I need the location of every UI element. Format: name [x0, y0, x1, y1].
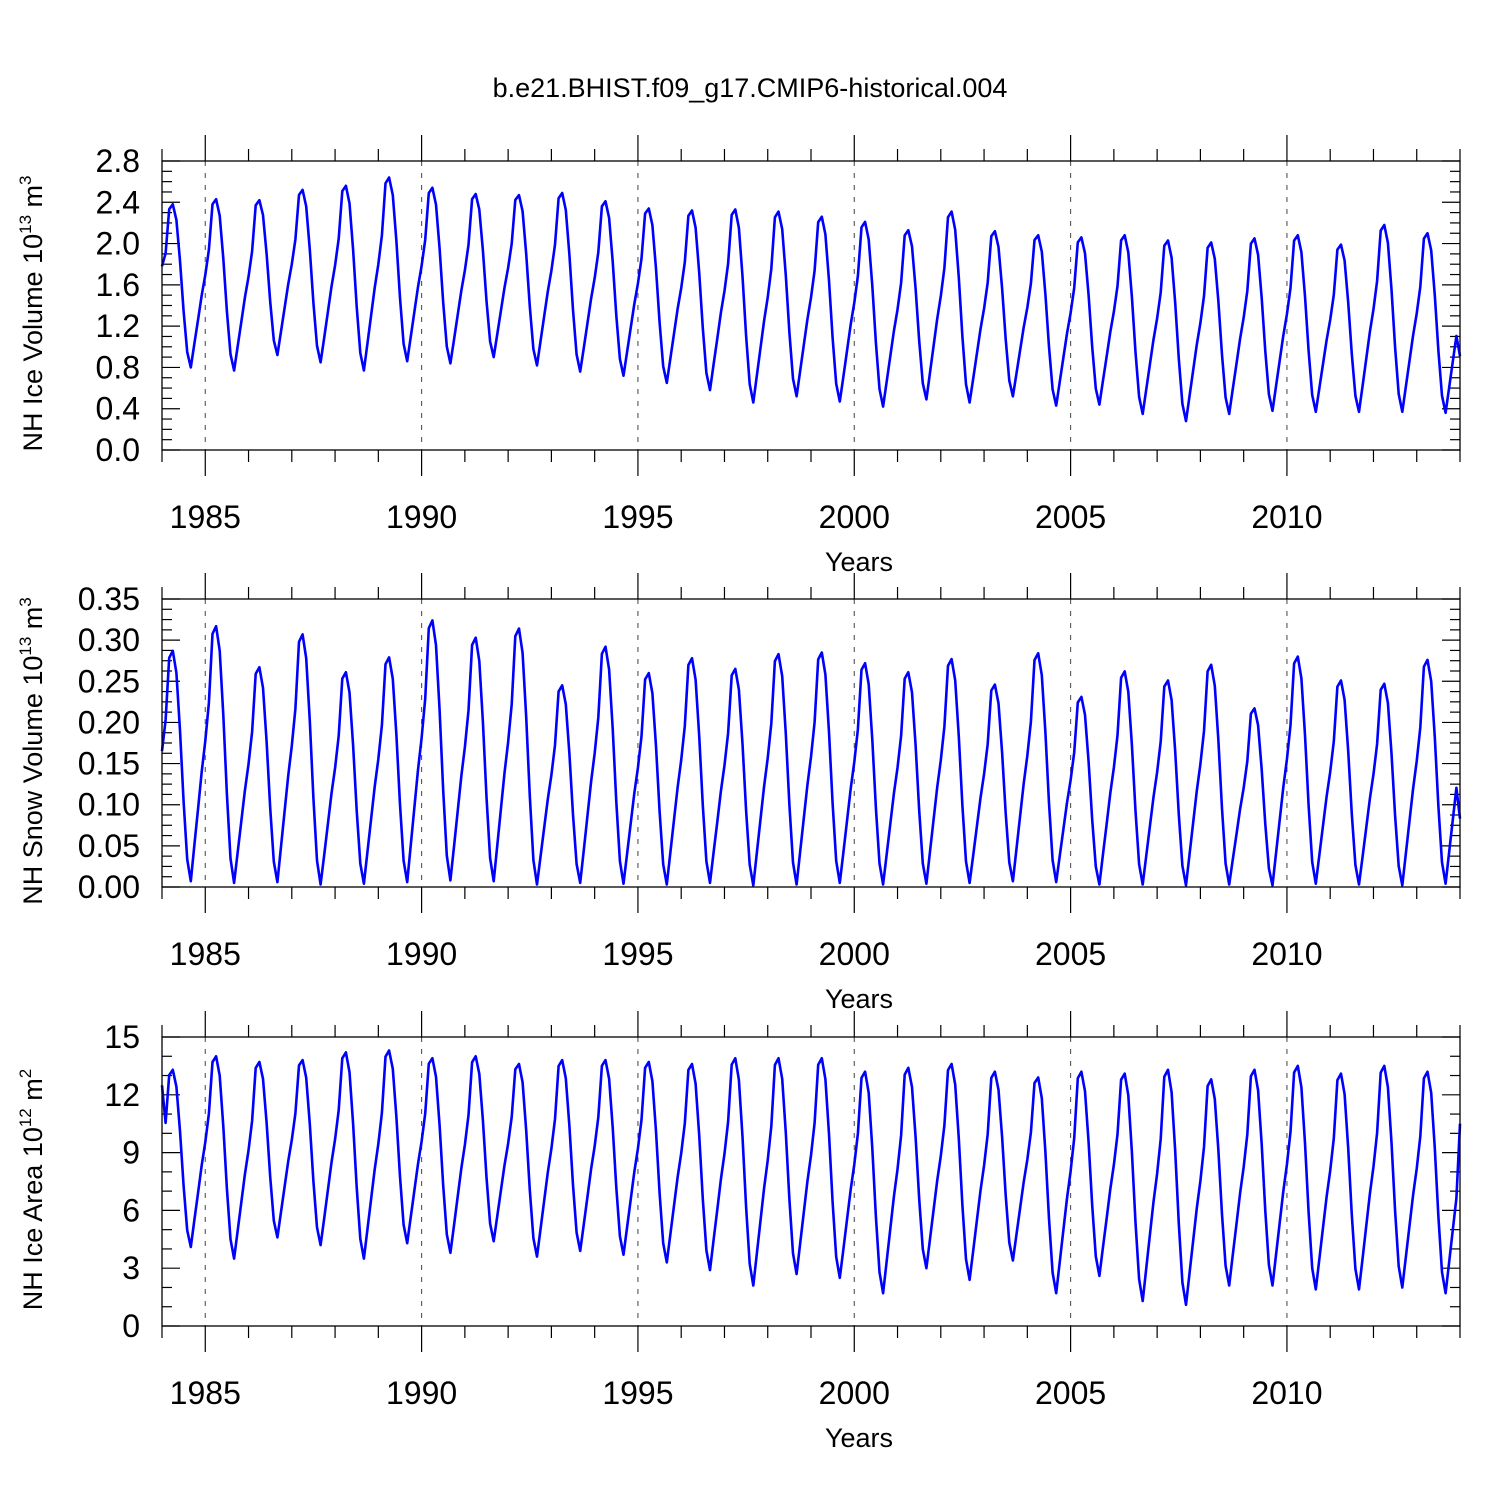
x-tick-label: 1990 [386, 936, 457, 972]
x-tick-label: 1985 [170, 936, 241, 972]
y-tick-label: 2.4 [96, 184, 140, 220]
y-tick-label: 9 [122, 1135, 140, 1171]
y-tick-label: 0.10 [78, 787, 140, 823]
y-tick-label: 0.30 [78, 622, 140, 658]
y-tick-labels: 0.00 0.05 0.10 0.15 0.20 0.25 0.30 0.35 [78, 581, 140, 905]
x-tick-label: 1990 [386, 499, 457, 535]
y-tick-label: 0 [122, 1308, 140, 1344]
reference-lines [204, 161, 1288, 450]
y-tick-label: 0.0 [96, 432, 140, 468]
x-tick-label: 1995 [602, 499, 673, 535]
y-tick-label: 2.0 [96, 226, 140, 262]
x-tick-label: 1995 [602, 1375, 673, 1411]
y-tick-label: 6 [122, 1192, 140, 1228]
figure-title: b.e21.BHIST.f09_g17.CMIP6-historical.004 [493, 73, 1008, 103]
reference-lines [204, 1037, 1288, 1326]
x-tick-label: 2010 [1251, 936, 1322, 972]
y-tick-label: 12 [104, 1077, 140, 1113]
series-line-snow-volume [160, 619, 1462, 887]
panel-snow-volume: 0.00 0.05 0.10 0.15 0.20 0.25 0.30 0.35 1985 199… [16, 573, 1462, 1014]
plot-frame [161, 160, 1461, 451]
reference-lines [204, 599, 1288, 887]
x-tick-labels: 1985 1990 1995 2000 2005 2010 [170, 1375, 1323, 1411]
plot-frame [161, 598, 1461, 888]
x-tick-labels: 1985 1990 1995 2000 2005 2010 [170, 936, 1323, 972]
y-tick-labels: 0.0 0.4 0.8 1.2 1.6 2.0 2.4 2.8 [96, 143, 140, 468]
x-tick-label: 2010 [1251, 499, 1322, 535]
x-tick-labels: 1985 1990 1995 2000 2005 2010 [170, 499, 1323, 535]
y-tick-label: 0.25 [78, 663, 140, 699]
y-tick-labels: 0 3 6 9 12 15 [104, 1019, 140, 1344]
y-axis-title: NH Ice Area 1012 m2 [16, 1069, 48, 1310]
x-axis-title: Years [825, 984, 893, 1014]
x-axis-title: Years [825, 547, 893, 577]
y-tick-label: 1.6 [96, 267, 140, 303]
x-tick-label: 1990 [386, 1375, 457, 1411]
x-tick-label: 2000 [819, 1375, 890, 1411]
series-line-ice-area [160, 1049, 1462, 1307]
x-tick-label: 1995 [602, 936, 673, 972]
x-tick-label: 2000 [819, 936, 890, 972]
y-tick-label: 0.35 [78, 581, 140, 617]
y-tick-label: 0.05 [78, 828, 140, 864]
y-tick-label: 0.20 [78, 704, 140, 740]
y-axis-title: NH Snow Volume 1013 m3 [16, 597, 48, 905]
y-tick-label: 1.2 [96, 308, 140, 344]
x-tick-label: 2010 [1251, 1375, 1322, 1411]
x-tick-label: 1985 [170, 499, 241, 535]
axis-ticks [161, 135, 1461, 476]
y-tick-label: 2.8 [96, 143, 140, 179]
y-axis-title: NH Ice Volume 1013 m3 [16, 176, 48, 452]
y-tick-label: 0.8 [96, 349, 140, 385]
y-tick-label: 15 [104, 1019, 140, 1055]
y-tick-label: 0.15 [78, 746, 140, 782]
x-tick-label: 1985 [170, 1375, 241, 1411]
y-tick-label: 0.00 [78, 869, 140, 905]
x-axis-title: Years [825, 1423, 893, 1453]
x-tick-label: 2005 [1035, 936, 1106, 972]
y-tick-label: 3 [122, 1250, 140, 1286]
x-tick-label: 2005 [1035, 1375, 1106, 1411]
plot-frame [161, 1036, 1461, 1327]
y-tick-label: 0.4 [96, 391, 140, 427]
series-line-ice-volume [160, 176, 1462, 423]
x-tick-label: 2000 [819, 499, 890, 535]
x-tick-label: 2005 [1035, 499, 1106, 535]
axis-ticks [161, 573, 1461, 913]
panel-ice-volume: 0.0 0.4 0.8 1.2 1.6 2.0 2.4 2.8 1985 1990 1995 200… [16, 135, 1462, 577]
